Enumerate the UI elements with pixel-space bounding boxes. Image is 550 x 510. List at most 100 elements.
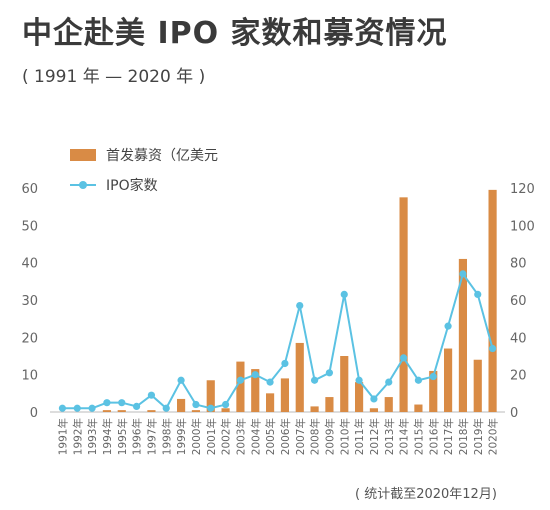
bar	[280, 378, 289, 412]
legend-bar-swatch	[70, 149, 96, 161]
y-tick-left: 60	[21, 182, 38, 197]
x-tick-label: 2018年	[457, 418, 470, 455]
bar	[266, 393, 275, 412]
x-tick-label: 2005年	[264, 418, 277, 455]
bar	[488, 189, 497, 412]
y-tick-right: 20	[510, 369, 527, 384]
ipo-count-point	[444, 322, 452, 330]
footnote: ( 统计截至2020年12月)	[355, 487, 497, 502]
bar	[117, 410, 126, 412]
legend-item-fundraising: 首发募资（亿美元	[70, 140, 218, 170]
bar	[177, 398, 186, 412]
ipo-count-point	[88, 404, 96, 412]
legend: 首发募资（亿美元 IPO家数	[70, 140, 218, 200]
ipo-count-point	[73, 404, 81, 412]
ipo-count-point	[207, 404, 215, 412]
y-tick-left: 0	[30, 406, 38, 421]
y-tick-right: 80	[510, 257, 527, 272]
x-tick-label: 2009年	[323, 418, 336, 455]
x-tick-label: 1999年	[175, 418, 188, 455]
ipo-count-point	[281, 359, 289, 368]
ipo-count-point	[385, 378, 393, 386]
legend-line-swatch	[70, 179, 96, 191]
ipo-count-point	[370, 395, 378, 403]
x-tick-label: 2013年	[383, 418, 396, 455]
x-tick-label: 2002年	[220, 418, 233, 455]
bar	[102, 410, 111, 412]
ipo-count-point	[177, 376, 185, 384]
x-tick-label: 2014年	[398, 418, 411, 455]
y-tick-right: 60	[510, 294, 527, 309]
ipo-count-point	[355, 376, 363, 384]
x-tick-label: 2004年	[249, 418, 262, 455]
x-tick-label: 1993年	[86, 418, 99, 455]
bar	[295, 342, 304, 412]
ipo-count-point	[118, 399, 126, 407]
ipo-count-point	[429, 372, 437, 381]
x-tick-label: 2015年	[412, 418, 425, 455]
ipo-count-point	[399, 354, 408, 362]
bar	[325, 397, 334, 412]
ipo-count-point	[296, 302, 304, 310]
x-tick-label: 1998年	[160, 418, 173, 455]
ipo-count-point	[236, 376, 245, 384]
ipo-count-point	[147, 391, 156, 399]
ipo-count-point	[251, 371, 259, 379]
bar	[369, 408, 378, 412]
ipo-count-point	[162, 404, 170, 412]
bar	[458, 258, 467, 412]
ipo-count-point	[132, 402, 141, 410]
x-tick-label: 1991年	[56, 418, 69, 455]
y-tick-right: 120	[510, 182, 535, 197]
bar	[399, 197, 408, 412]
y-tick-left: 50	[21, 219, 38, 234]
bar	[355, 382, 364, 412]
bar	[147, 410, 156, 412]
x-tick-label: 2001年	[205, 418, 218, 455]
ipo-count-point	[459, 270, 467, 278]
ipo-count-point	[310, 376, 319, 384]
x-tick-label: 2019年	[472, 418, 485, 455]
x-tick-label: 2020年	[487, 418, 500, 455]
x-tick-label: 2008年	[309, 418, 322, 455]
legend-label-fundraising: 首发募资（亿美元	[106, 148, 218, 164]
ipo-count-point	[266, 378, 274, 386]
y-tick-right: 100	[510, 219, 535, 234]
x-tick-label: 2003年	[234, 418, 247, 455]
x-tick-label: 2016年	[427, 418, 440, 455]
y-tick-left: 30	[21, 294, 38, 309]
bar	[384, 397, 393, 412]
ipo-count-point	[488, 344, 497, 353]
x-tick-label: 1995年	[116, 418, 129, 455]
bar	[473, 359, 482, 412]
x-tick-label: 2000年	[190, 418, 203, 455]
y-tick-right: 40	[510, 331, 527, 346]
ipo-count-point	[221, 400, 230, 409]
x-tick-label: 2010年	[338, 418, 351, 455]
bar	[414, 404, 423, 412]
y-tick-left: 20	[21, 331, 38, 346]
ipo-count-point	[340, 290, 348, 298]
x-tick-label: 1997年	[145, 418, 158, 455]
legend-item-ipo-count: IPO家数	[70, 170, 218, 200]
chart-title: 中企赴美 IPO 家数和募资情况	[22, 16, 448, 51]
ipo-count-point	[192, 400, 200, 409]
x-tick-label: 2006年	[279, 418, 292, 455]
bar	[221, 408, 230, 412]
x-tick-label: 1996年	[131, 418, 144, 455]
y-tick-left: 10	[21, 369, 38, 384]
x-tick-label: 2007年	[294, 418, 307, 455]
x-tick-label: 1992年	[71, 418, 84, 455]
y-tick-left: 40	[21, 257, 38, 272]
ipo-count-line	[62, 271, 494, 410]
y-tick-right: 0	[510, 406, 518, 421]
bar	[340, 356, 349, 412]
bar	[429, 370, 438, 412]
ipo-count-point	[325, 369, 334, 377]
bar	[191, 410, 200, 412]
x-tick-label: 1994年	[101, 418, 114, 455]
ipo-count-point	[58, 404, 67, 412]
x-tick-label: 2017年	[442, 418, 455, 455]
ipo-count-point	[474, 290, 482, 298]
